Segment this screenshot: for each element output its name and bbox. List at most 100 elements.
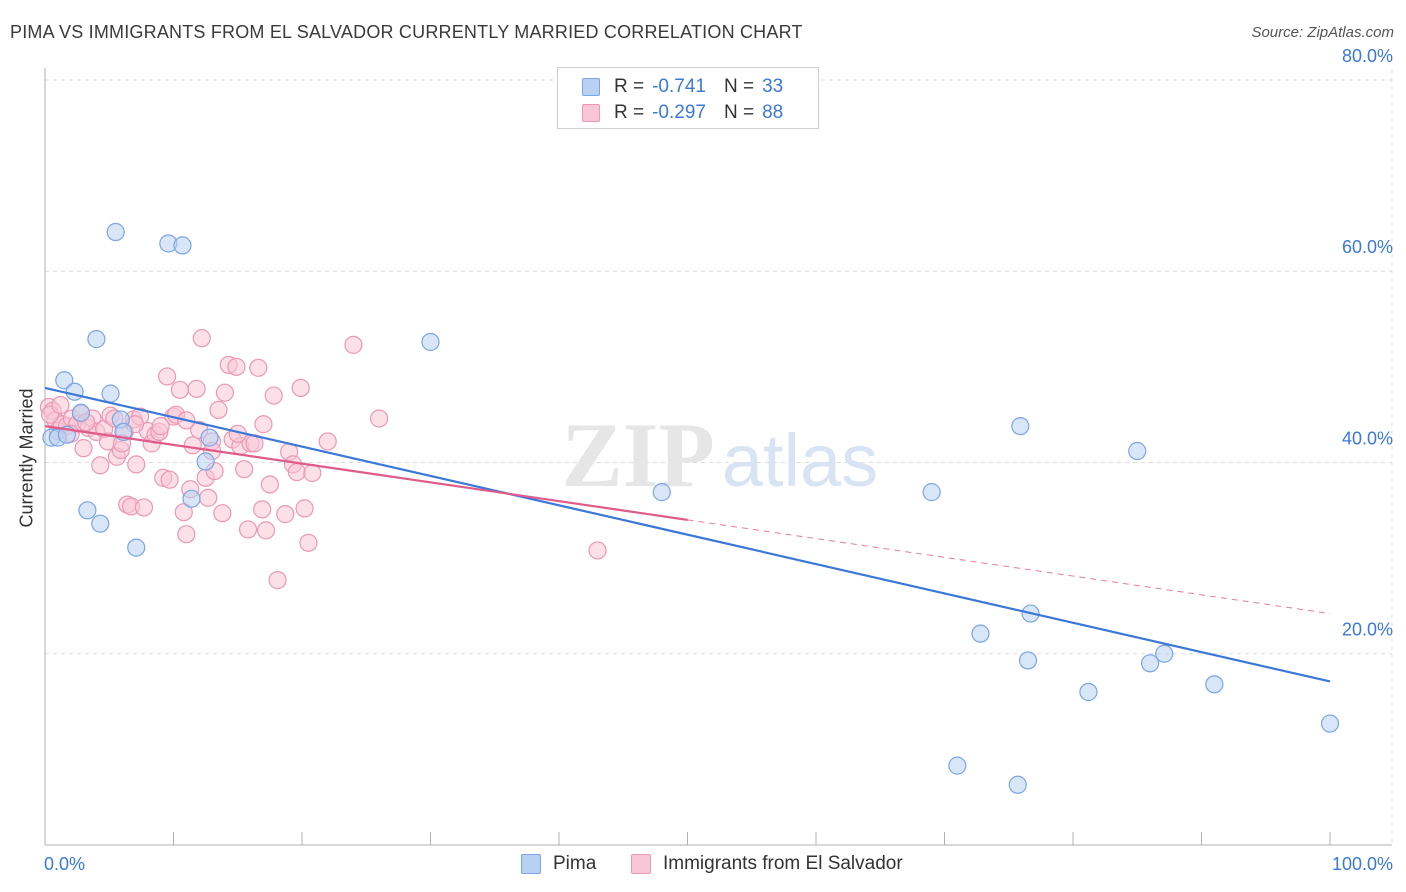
pima-point bbox=[1128, 441, 1147, 461]
salvador-point bbox=[192, 329, 211, 348]
salvador-point bbox=[276, 505, 295, 524]
chart-title: PIMA VS IMMIGRANTS FROM EL SALVADOR CURR… bbox=[10, 22, 803, 42]
stats-legend: R = -0.741 N = 33 R = -0.297 N = 88 bbox=[557, 67, 819, 129]
legend-item-salvador: Immigrants from El Salvador bbox=[631, 851, 903, 877]
pima-point bbox=[71, 403, 91, 422]
salvador-point bbox=[227, 357, 246, 376]
pima-point bbox=[91, 514, 110, 533]
salvador-point bbox=[51, 396, 70, 415]
pima-swatch bbox=[582, 78, 600, 96]
pima-point bbox=[127, 538, 146, 557]
salvador-legend-swatch bbox=[631, 854, 651, 874]
salvador-point bbox=[264, 386, 283, 405]
series-pima bbox=[42, 222, 1340, 794]
trend-line-salvador bbox=[44, 425, 688, 521]
pima-point bbox=[55, 371, 74, 390]
salvador-point bbox=[344, 335, 363, 354]
pima-point bbox=[173, 236, 192, 255]
watermark: ZIP atlas bbox=[561, 404, 878, 506]
pima-point bbox=[1320, 714, 1340, 733]
pima-point bbox=[200, 428, 219, 447]
trend-line-salvador-extension bbox=[687, 519, 1331, 615]
salvador-point bbox=[238, 520, 258, 539]
pima-point bbox=[65, 382, 84, 401]
pima-point bbox=[1155, 644, 1174, 663]
r-value: -0.297 bbox=[652, 102, 706, 123]
pima-legend-label: Pima bbox=[553, 853, 597, 874]
series-salvador bbox=[39, 329, 607, 590]
pima-point bbox=[1011, 417, 1030, 436]
pima-point bbox=[971, 624, 990, 643]
pima-point bbox=[1140, 654, 1160, 673]
salvador-point bbox=[91, 456, 110, 475]
pima-point bbox=[1079, 682, 1098, 702]
salvador-point bbox=[187, 379, 206, 398]
axes bbox=[44, 68, 1392, 846]
salvador-point bbox=[254, 415, 273, 434]
trend-lines bbox=[44, 386, 1331, 683]
salvador-point bbox=[370, 409, 389, 428]
salvador-point bbox=[268, 571, 287, 590]
pima-point bbox=[922, 483, 941, 502]
salvador-point bbox=[235, 460, 254, 479]
y-tick-label: 40.0% bbox=[1342, 428, 1393, 448]
n-label: N = bbox=[723, 102, 755, 123]
pima-point bbox=[196, 452, 215, 471]
pima-point bbox=[87, 330, 106, 349]
n-label: N = bbox=[723, 76, 755, 97]
pima-point bbox=[106, 222, 125, 242]
salvador-swatch bbox=[582, 104, 600, 122]
salvador-point bbox=[160, 470, 179, 489]
x-tick-label-max: 100.0% bbox=[1332, 854, 1393, 874]
salvador-point bbox=[256, 521, 276, 540]
salvador-point bbox=[213, 504, 232, 523]
salvador-point bbox=[209, 400, 228, 419]
salvador-point bbox=[318, 432, 337, 451]
pima-point bbox=[1018, 651, 1038, 670]
y-tick-label: 80.0% bbox=[1342, 46, 1393, 66]
salvador-point bbox=[174, 503, 193, 522]
r-value: -0.741 bbox=[652, 76, 706, 97]
salvador-legend-label: Immigrants from El Salvador bbox=[663, 853, 903, 874]
pima-point bbox=[1008, 775, 1027, 794]
pima-point bbox=[78, 501, 97, 520]
salvador-point bbox=[127, 455, 146, 474]
salvador-point bbox=[287, 462, 306, 482]
salvador-point bbox=[177, 525, 196, 544]
salvador-point bbox=[151, 417, 170, 436]
salvador-point bbox=[170, 380, 190, 399]
n-value: 33 bbox=[762, 76, 784, 97]
watermark-zip: ZIP bbox=[561, 404, 714, 506]
r-label: R = bbox=[614, 102, 645, 123]
legend-row-salvador: R = -0.297 N = 88 bbox=[582, 101, 783, 125]
pima-point bbox=[652, 483, 671, 502]
y-axis-label: Currently Married bbox=[16, 388, 37, 528]
salvador-point bbox=[215, 383, 234, 402]
salvador-point bbox=[260, 475, 279, 494]
salvador-point bbox=[299, 533, 318, 552]
pima-point bbox=[101, 384, 120, 403]
y-tick-label: 60.0% bbox=[1342, 237, 1393, 257]
gridlines bbox=[45, 70, 1393, 845]
pima-point bbox=[1205, 675, 1224, 694]
tick-labels: 20.0% 40.0% 60.0% 80.0% 0.0% 100.0% bbox=[44, 46, 1393, 874]
watermark-atlas: atlas bbox=[722, 419, 878, 502]
salvador-point bbox=[199, 488, 218, 507]
legend-item-pima: Pima bbox=[521, 851, 596, 877]
salvador-point bbox=[253, 500, 272, 519]
pima-legend-swatch bbox=[521, 854, 541, 874]
y-tick-label: 20.0% bbox=[1342, 620, 1393, 640]
pima-point bbox=[182, 489, 201, 508]
salvador-point bbox=[588, 541, 607, 560]
x-tick-label-min: 0.0% bbox=[44, 854, 85, 874]
n-value: 88 bbox=[762, 102, 784, 123]
salvador-point bbox=[295, 499, 314, 518]
salvador-point bbox=[134, 498, 154, 517]
r-label: R = bbox=[614, 76, 645, 97]
trend-line-pima bbox=[44, 386, 1331, 683]
legend-row-pima: R = -0.741 N = 33 bbox=[582, 75, 783, 99]
salvador-point bbox=[291, 378, 310, 397]
salvador-point bbox=[249, 358, 268, 377]
pima-point bbox=[421, 332, 440, 352]
